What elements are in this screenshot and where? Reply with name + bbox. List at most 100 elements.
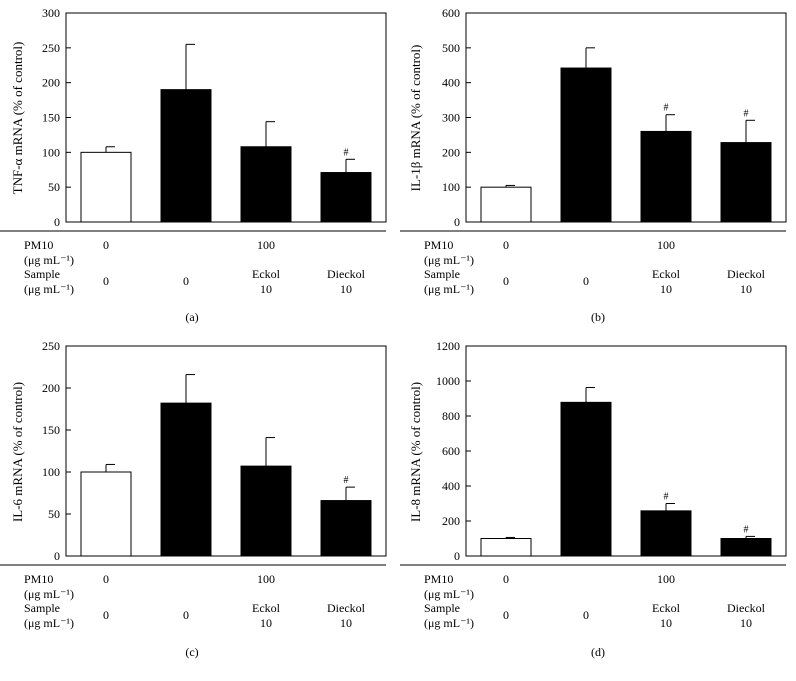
y-tick-label: 0 — [454, 215, 460, 229]
sample-name: Eckol — [652, 267, 681, 281]
y-tick-label: 50 — [48, 507, 60, 521]
significance-mark: # — [664, 492, 669, 503]
pm10-row-label: PM10 — [24, 238, 53, 252]
y-tick-label: 50 — [48, 180, 60, 194]
pm10-value: 100 — [257, 572, 275, 586]
y-tick-label: 0 — [54, 549, 60, 563]
y-tick-label: 200 — [42, 76, 60, 90]
bar — [560, 67, 612, 223]
sample-dose: 10 — [260, 616, 272, 630]
y-tick-label: 1200 — [436, 339, 460, 353]
panel-label: (d) — [591, 645, 605, 659]
sample-name: Dieckol — [727, 267, 766, 281]
y-tick-label: 600 — [442, 444, 460, 458]
y-tick-label: 200 — [442, 145, 460, 159]
sample-row-unit: (μg mL⁻¹) — [24, 282, 74, 296]
pm10-value: 0 — [103, 238, 109, 252]
plot-frame — [65, 345, 387, 557]
bar — [240, 465, 292, 557]
sample-value: 0 — [183, 274, 189, 288]
pm10-row-unit: (μg mL⁻¹) — [24, 587, 74, 601]
y-tick-label: 100 — [42, 465, 60, 479]
y-tick-label: 400 — [442, 479, 460, 493]
sample-row-label: Sample — [24, 601, 60, 615]
bar — [480, 538, 532, 557]
pm10-row-label: PM10 — [424, 238, 453, 252]
sample-value: 0 — [183, 608, 189, 622]
y-axis-label: IL-1β mRNA (% of control) — [408, 45, 423, 192]
bar — [80, 151, 132, 223]
y-tick-label: 250 — [42, 41, 60, 55]
sample-row-label: Sample — [424, 267, 460, 281]
y-tick-label: 600 — [442, 6, 460, 20]
y-tick-label: 1000 — [436, 374, 460, 388]
y-axis-label: IL-8 mRNA (% of control) — [408, 382, 423, 522]
bar — [640, 510, 692, 557]
bar — [80, 471, 132, 557]
significance-mark: # — [744, 524, 749, 535]
sample-row-label: Sample — [24, 267, 60, 281]
sample-name: Eckol — [652, 601, 681, 615]
sample-value: 0 — [503, 608, 509, 622]
y-tick-label: 0 — [54, 215, 60, 229]
y-tick-label: 400 — [442, 76, 460, 90]
y-axis-label: TNF-α mRNA (% of control) — [10, 42, 25, 195]
y-tick-label: 300 — [42, 6, 60, 20]
y-tick-label: 300 — [442, 111, 460, 125]
y-tick-label: 150 — [42, 423, 60, 437]
sample-dose: 10 — [660, 282, 672, 296]
significance-mark: # — [344, 147, 349, 158]
sample-dose: 10 — [660, 616, 672, 630]
bar — [160, 402, 212, 557]
sample-row-label: Sample — [424, 601, 460, 615]
sample-name: Eckol — [252, 267, 281, 281]
y-tick-label: 150 — [42, 111, 60, 125]
y-tick-label: 100 — [42, 145, 60, 159]
pm10-value: 0 — [103, 572, 109, 586]
bar — [160, 89, 212, 223]
sample-value: 0 — [583, 608, 589, 622]
sample-value: 0 — [503, 274, 509, 288]
pm10-value: 0 — [503, 238, 509, 252]
y-tick-label: 200 — [442, 514, 460, 528]
pm10-row-label: PM10 — [424, 572, 453, 586]
sample-name: Dieckol — [727, 601, 766, 615]
panel-label: (c) — [185, 645, 198, 659]
sample-row-unit: (μg mL⁻¹) — [24, 616, 74, 630]
y-tick-label: 500 — [442, 41, 460, 55]
panel-label: (a) — [185, 310, 198, 324]
sample-dose: 10 — [740, 282, 752, 296]
sample-value: 0 — [103, 608, 109, 622]
significance-mark: # — [344, 475, 349, 486]
plot-frame — [465, 345, 787, 557]
panel-label: (b) — [591, 310, 605, 324]
y-tick-label: 0 — [454, 549, 460, 563]
pm10-value: 100 — [657, 238, 675, 252]
bar — [240, 146, 292, 223]
sample-name: Eckol — [252, 601, 281, 615]
sample-name: Dieckol — [327, 601, 366, 615]
sample-name: Dieckol — [327, 267, 366, 281]
sample-dose: 10 — [340, 282, 352, 296]
y-tick-label: 250 — [42, 339, 60, 353]
pm10-row-label: PM10 — [24, 572, 53, 586]
pm10-row-unit: (μg mL⁻¹) — [424, 587, 474, 601]
significance-mark: # — [664, 103, 669, 114]
bar — [720, 538, 772, 557]
pm10-value: 100 — [257, 238, 275, 252]
y-axis-label: IL-6 mRNA (% of control) — [10, 382, 25, 522]
bar — [720, 142, 772, 223]
significance-mark: # — [744, 108, 749, 119]
bar — [560, 401, 612, 557]
bar — [640, 130, 692, 223]
y-tick-label: 200 — [42, 381, 60, 395]
sample-dose: 10 — [340, 616, 352, 630]
sample-value: 0 — [583, 274, 589, 288]
pm10-value: 0 — [503, 572, 509, 586]
pm10-value: 100 — [657, 572, 675, 586]
